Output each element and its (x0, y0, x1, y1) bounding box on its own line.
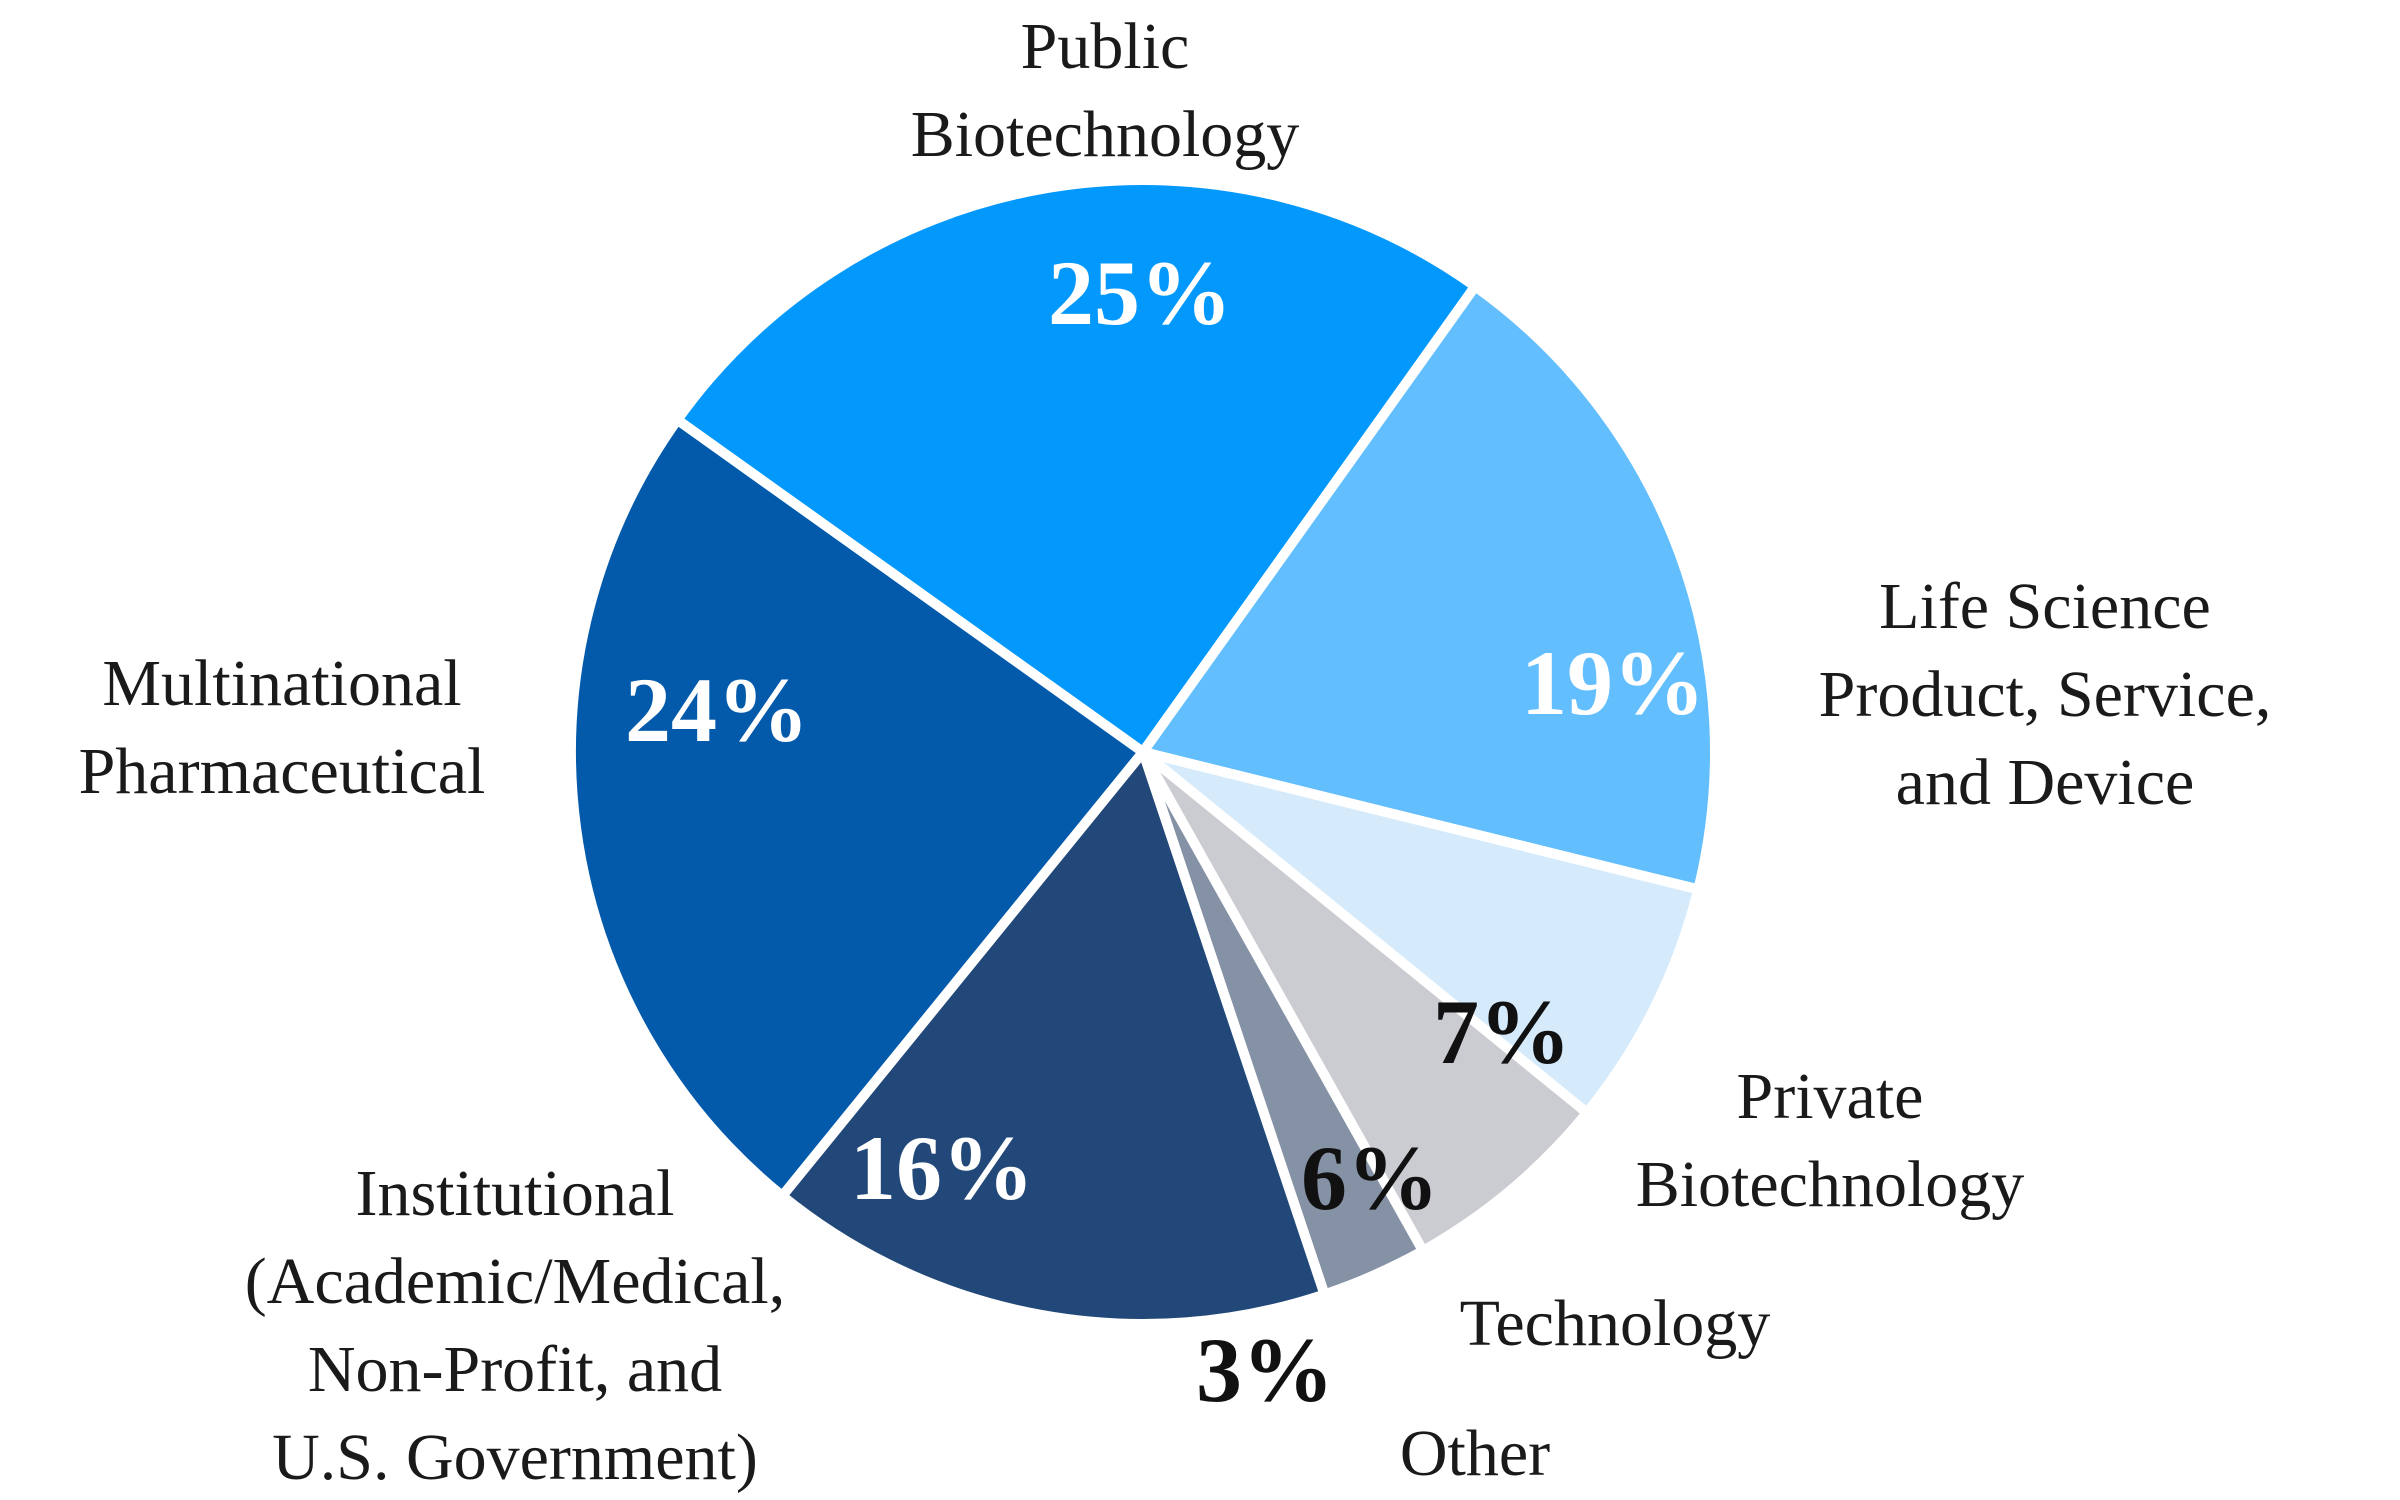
category-label-3: Technology (1460, 1287, 1771, 1360)
value-labels: 25% 19% 7% 6% 3% 16% 24% (625, 242, 1705, 1421)
value-label-6: 24% (625, 659, 809, 761)
pie-slice-2 (1138, 747, 1704, 1118)
value-label-0: 25% (1048, 242, 1232, 344)
category-labels: Public Biotechnology Life Science Product, … (79, 10, 2272, 1494)
pie-slice-6 (566, 414, 1148, 1201)
value-label-3: 6% (1301, 1127, 1439, 1229)
category-label-0: Public Biotechnology (911, 10, 1300, 171)
value-label-4: 3% (1196, 1319, 1334, 1421)
pie-slice-5 (777, 747, 1330, 1329)
category-label-6: Multinational Pharmaceutical (79, 647, 486, 808)
value-label-1: 19% (1521, 632, 1705, 734)
value-label-5: 16% (850, 1117, 1034, 1219)
category-label-4: Other (1400, 1417, 1550, 1490)
pie-slice-3 (1138, 747, 1592, 1256)
pie-slice-0 (672, 175, 1481, 757)
pie-slice-1 (1138, 281, 1720, 895)
category-label-5: Institutional (Academic/Medical, Non-Profi… (245, 1157, 786, 1494)
value-label-2: 7% (1433, 981, 1571, 1083)
pie-slices (566, 175, 1720, 1329)
category-label-1: Life Science Product, Service, and Device (1819, 570, 2272, 819)
category-label-2: Private Biotechnology (1636, 1060, 2025, 1221)
